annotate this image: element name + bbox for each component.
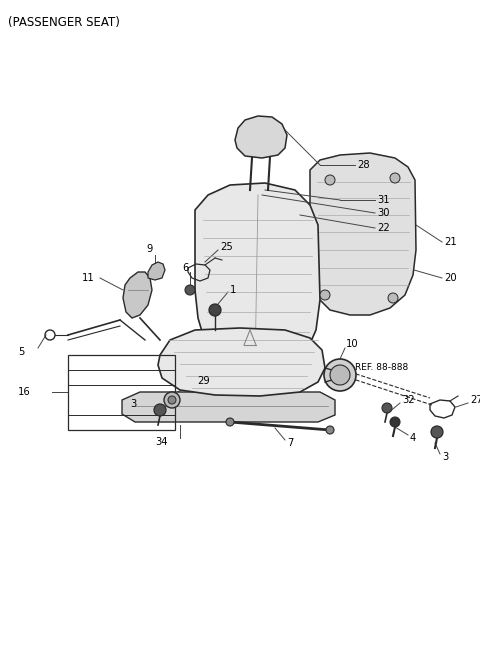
Text: 21: 21: [444, 237, 457, 247]
Circle shape: [185, 285, 195, 295]
Text: REF. 88-888: REF. 88-888: [355, 363, 408, 373]
Circle shape: [324, 359, 356, 391]
Polygon shape: [123, 272, 152, 318]
Text: 5: 5: [18, 347, 24, 357]
Circle shape: [390, 417, 400, 427]
Text: (PASSENGER SEAT): (PASSENGER SEAT): [8, 16, 120, 29]
Text: 7: 7: [287, 438, 293, 448]
Polygon shape: [158, 328, 325, 396]
Circle shape: [388, 293, 398, 303]
Text: 16: 16: [18, 387, 31, 397]
Text: 28: 28: [357, 160, 370, 170]
Polygon shape: [195, 183, 320, 373]
Circle shape: [382, 403, 392, 413]
Text: 11: 11: [82, 273, 95, 283]
Text: 27: 27: [470, 395, 480, 405]
Polygon shape: [122, 392, 335, 422]
Circle shape: [154, 404, 166, 416]
Text: 32: 32: [402, 395, 415, 405]
Text: 34: 34: [155, 437, 168, 447]
Text: 20: 20: [444, 273, 456, 283]
Circle shape: [209, 304, 221, 316]
Text: 1: 1: [230, 285, 236, 295]
Circle shape: [431, 426, 443, 438]
Polygon shape: [235, 116, 287, 158]
Polygon shape: [148, 262, 165, 280]
Text: 25: 25: [220, 242, 233, 252]
Circle shape: [325, 175, 335, 185]
Text: 9: 9: [147, 244, 153, 254]
Text: 6: 6: [182, 263, 188, 273]
Text: 4: 4: [410, 433, 416, 443]
Circle shape: [390, 173, 400, 183]
Circle shape: [330, 365, 350, 385]
Text: 31: 31: [377, 195, 390, 205]
Circle shape: [168, 396, 176, 404]
Circle shape: [320, 290, 330, 300]
Text: 22: 22: [377, 223, 390, 233]
Text: 30: 30: [377, 208, 389, 218]
Polygon shape: [310, 153, 416, 315]
Text: 10: 10: [346, 339, 359, 349]
Text: 3: 3: [442, 452, 448, 462]
Text: 29: 29: [197, 376, 210, 386]
Circle shape: [326, 426, 334, 434]
Circle shape: [164, 392, 180, 408]
Text: 3: 3: [130, 399, 136, 409]
Circle shape: [226, 418, 234, 426]
